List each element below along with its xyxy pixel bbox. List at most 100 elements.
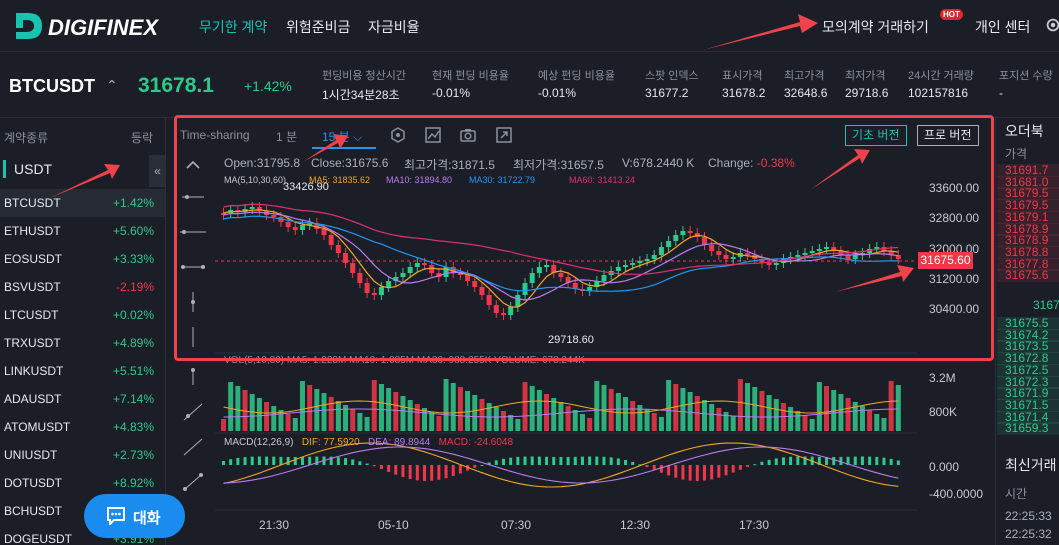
candle-body	[443, 267, 449, 277]
stat-value: 31678.2	[722, 86, 766, 100]
fullscreen-icon[interactable]	[495, 126, 513, 144]
orderbook-bid-price[interactable]: 31675.5	[1005, 316, 1049, 330]
market-row[interactable]: LINKUSDT +5.51%	[0, 357, 165, 385]
market-change: -2.19%	[115, 280, 154, 294]
trend-line-tool-icon[interactable]	[178, 435, 208, 459]
volume-bar	[687, 392, 693, 431]
volume-bar	[393, 392, 399, 431]
candle-body	[479, 287, 485, 295]
orderbook-ask-price[interactable]: 31681.0	[1005, 174, 1049, 189]
interval-1m-button[interactable]: 1 분	[276, 130, 298, 144]
volume-bar	[436, 416, 442, 431]
tab-usdt[interactable]: USDT	[3, 160, 52, 178]
market-row[interactable]: UNIUSDT +2.73%	[0, 441, 165, 469]
market-row[interactable]: BSVUSDT -2.19%	[0, 273, 165, 301]
vertical-ray-tool-icon[interactable]	[178, 290, 208, 314]
orderbook-bid-price[interactable]: 31659.3	[1005, 421, 1049, 436]
macd-histogram-bar	[803, 456, 807, 465]
nav-risk-reserve[interactable]: 위험준비금	[286, 19, 351, 35]
camera-icon[interactable]	[459, 126, 477, 144]
macd-histogram-bar	[638, 464, 642, 466]
candle-body	[378, 287, 384, 295]
orderbook-bid-price[interactable]: 31672.3	[1005, 374, 1049, 389]
orderbook-ask-price[interactable]: 31678.8	[1005, 244, 1049, 259]
candle-body	[874, 247, 880, 249]
orderbook-bid-price[interactable]: 31673.5	[1005, 339, 1049, 354]
candle-body	[429, 265, 435, 273]
vertical-line-tool-icon[interactable]	[178, 325, 208, 349]
pro-version-button[interactable]: 프로 버전	[917, 125, 979, 146]
orderbook-ask-price[interactable]: 31679.1	[1005, 209, 1049, 224]
stat-label: 표시가격	[722, 70, 763, 82]
market-row[interactable]: LTCUSDT +0.02%	[0, 301, 165, 329]
stat-label: 포지션 수량	[999, 70, 1053, 82]
horizontal-line-tool-icon[interactable]	[178, 220, 208, 244]
collapse-tools-chevron-icon[interactable]	[178, 153, 208, 177]
orderbook-bid-price[interactable]: 31671.5	[1005, 397, 1049, 412]
volume-bar	[443, 379, 449, 431]
macd-histogram-bar	[516, 456, 520, 465]
gear-icon[interactable]	[1044, 16, 1059, 34]
market-row[interactable]: ATOMUSDT +4.83%	[0, 413, 165, 441]
ma10-legend: MA10: 31894.80	[386, 175, 453, 185]
macd-histogram-bar	[423, 465, 427, 481]
indicator-hexagon-icon[interactable]	[389, 126, 407, 144]
market-row[interactable]: ADAUSDT +7.14%	[0, 385, 165, 413]
orderbook-ask-price[interactable]: 31679.5	[1005, 198, 1049, 213]
orderbook-pane	[995, 118, 1059, 545]
market-row[interactable]: DOTUSDT +8.92%	[0, 469, 165, 497]
horizontal-segment-tool-icon[interactable]	[178, 255, 208, 279]
market-header-type: 계약종류	[4, 131, 49, 145]
market-row[interactable]: EOSUSDT +3.33%	[0, 245, 165, 273]
macd-histogram-bar	[509, 457, 513, 465]
chevron-up-icon[interactable]: ⌃	[106, 77, 118, 93]
orderbook-ask-price[interactable]: 31678.9	[1005, 221, 1049, 236]
line-chart-icon[interactable]	[424, 126, 442, 144]
volume-bar	[256, 398, 262, 431]
orderbook-bid-price[interactable]: 31674.2	[1005, 327, 1049, 342]
digifinex-logo[interactable]: DIGIFINEX	[14, 9, 179, 43]
stat-value: 31677.2	[645, 86, 689, 100]
macd-histogram-bar	[530, 456, 534, 465]
market-header-change[interactable]: 등락	[131, 131, 154, 145]
market-row[interactable]: TRXUSDT +4.89%	[0, 329, 165, 357]
orderbook-title[interactable]: 오더북	[1005, 123, 1044, 139]
orderbook-ask-price[interactable]: 31691.7	[1005, 163, 1049, 177]
nav-personal-center[interactable]: 개인 센터	[975, 19, 1031, 35]
time-sharing-button[interactable]: Time-sharing	[180, 128, 250, 142]
candle-body	[256, 207, 262, 211]
collapse-double-chevron-icon[interactable]: «	[149, 155, 166, 187]
nav-perpetual-contract[interactable]: 무기한 계약	[199, 19, 268, 35]
chat-button[interactable]: 대화	[84, 494, 185, 538]
orderbook-ask-price[interactable]: 31675.6	[1005, 268, 1049, 283]
trend-ray-tool-icon[interactable]	[178, 400, 208, 424]
macd-histogram-bar	[523, 456, 527, 465]
current-symbol[interactable]: BTCUSDT	[9, 76, 95, 96]
volume-bar	[228, 382, 234, 431]
volume-bar	[314, 389, 320, 431]
trend-segment-tool-icon[interactable]	[178, 470, 208, 494]
orderbook-bid-price[interactable]: 31672.5	[1005, 362, 1049, 377]
horizontal-ray-tool-icon[interactable]	[178, 185, 208, 209]
kline-chart[interactable]	[215, 155, 917, 540]
vertical-segment-tool-icon[interactable]	[178, 365, 208, 389]
orderbook-depth-bar	[997, 164, 1059, 177]
latest-trades-title[interactable]: 최신거래	[1005, 457, 1057, 473]
volume-ma10-line	[223, 408, 899, 418]
nav-demo-trading[interactable]: 모의계약 거래하기	[822, 19, 929, 35]
orderbook-depth-bar	[997, 234, 1059, 248]
macd-histogram-bar	[710, 465, 714, 480]
ma60-line	[223, 203, 899, 275]
nav-funding-rate[interactable]: 자금비율	[368, 19, 420, 35]
market-symbol: EOSUSDT	[4, 252, 63, 266]
market-row[interactable]: ETHUSDT +5.60%	[0, 217, 165, 245]
orderbook-bid-price[interactable]: 31671.9	[1005, 386, 1049, 401]
orderbook-ask-price[interactable]: 31678.9	[1005, 233, 1049, 248]
basic-version-button[interactable]: 기초 버전	[845, 125, 907, 146]
orderbook-bid-price[interactable]: 31671.4	[1005, 409, 1049, 424]
orderbook-ask-price[interactable]: 31679.5	[1005, 186, 1049, 201]
macd-axis-tick: 0.000	[929, 460, 960, 474]
orderbook-bid-price[interactable]: 31672.8	[1005, 351, 1049, 366]
orderbook-ask-price[interactable]: 31677.8	[1005, 256, 1049, 271]
market-row[interactable]: BTCUSDT +1.42%	[0, 189, 165, 217]
